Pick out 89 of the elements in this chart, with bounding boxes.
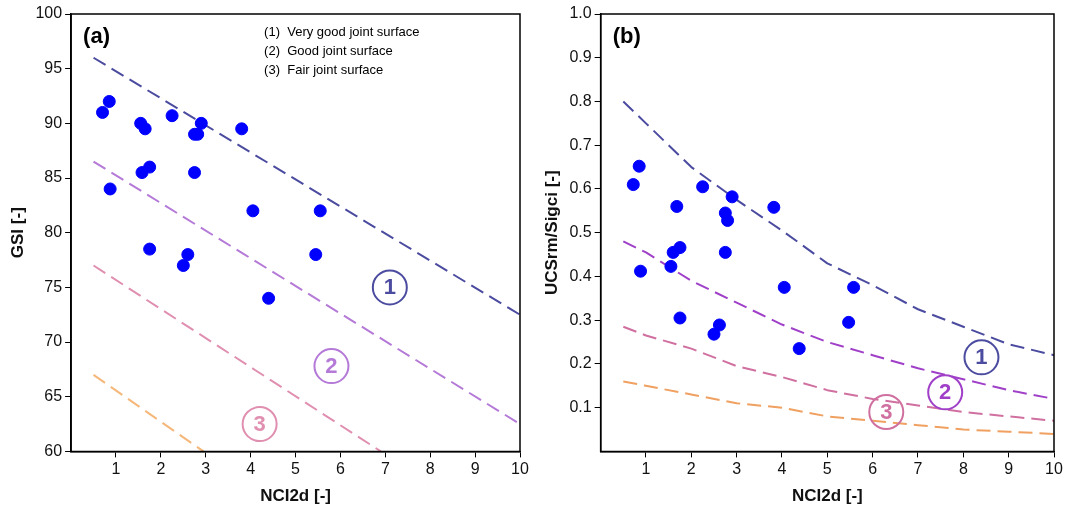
x-tick-label: 7 xyxy=(380,460,390,478)
point xyxy=(309,248,323,262)
x-tick-label: 6 xyxy=(335,460,345,478)
point xyxy=(725,190,739,204)
x-tick-label: 7 xyxy=(913,460,923,478)
x-tick-label: 10 xyxy=(511,460,529,478)
x-axis-title: NCI2d [-] xyxy=(260,486,331,506)
point xyxy=(842,315,856,329)
y-tick-label: 65 xyxy=(44,387,63,405)
y-tick-label: 90 xyxy=(44,113,63,131)
y-tick-label: 0.6 xyxy=(569,179,592,197)
point xyxy=(673,241,687,255)
y-tick-label: 95 xyxy=(44,59,63,77)
point xyxy=(313,204,327,218)
point xyxy=(712,318,726,332)
y-tick-label: 1.0 xyxy=(569,4,592,22)
y-tick-label: 60 xyxy=(44,441,63,459)
x-tick-label: 4 xyxy=(777,460,787,478)
y-tick-label: 80 xyxy=(44,223,63,241)
annotation: 3 xyxy=(880,399,893,425)
point xyxy=(707,327,721,341)
y-tick-label: 0.5 xyxy=(569,223,592,241)
x-tick-label: 2 xyxy=(686,460,696,478)
annotation: 1 xyxy=(975,344,988,370)
point xyxy=(696,180,710,194)
y-tick-label: 0.8 xyxy=(569,91,592,109)
point xyxy=(626,178,640,192)
point xyxy=(721,213,735,227)
point xyxy=(103,182,117,196)
x-tick-label: 2 xyxy=(156,460,166,478)
y-tick-label: 0.9 xyxy=(569,48,592,66)
annotation: (2) Good joint surface xyxy=(264,43,393,59)
chart-title: (a) xyxy=(83,23,110,49)
y-tick-label: 0.4 xyxy=(569,266,592,284)
x-tick-label: 4 xyxy=(246,460,256,478)
x-tick-label: 5 xyxy=(291,460,301,478)
point xyxy=(664,259,678,273)
x-tick-label: 6 xyxy=(868,460,878,478)
x-tick-label: 3 xyxy=(732,460,742,478)
point xyxy=(143,242,157,256)
y-tick-label: 85 xyxy=(44,168,63,186)
x-tick-label: 5 xyxy=(822,460,832,478)
point xyxy=(188,166,202,180)
x-tick-label: 1 xyxy=(111,460,121,478)
point xyxy=(176,259,190,273)
annotation: 2 xyxy=(939,379,952,405)
x-tick-label: 9 xyxy=(470,460,480,478)
y-tick-label: 0.2 xyxy=(569,354,592,372)
x-tick-label: 1 xyxy=(641,460,651,478)
y-tick-label: 70 xyxy=(44,332,63,350)
y-axis-title: GSI [-] xyxy=(7,207,27,259)
point xyxy=(138,122,152,136)
x-axis-title: NCI2d [-] xyxy=(791,486,863,506)
y-tick-label: 75 xyxy=(44,277,63,295)
y-tick-label: 0.1 xyxy=(569,398,592,416)
y-tick-label: 0.7 xyxy=(569,135,592,153)
annotation: (3) Fair joint surface xyxy=(264,62,384,78)
point xyxy=(181,248,195,262)
annotation: (1) Very good joint surface xyxy=(264,24,420,40)
line-series xyxy=(622,380,1054,435)
point xyxy=(718,245,732,259)
x-tick-label: 8 xyxy=(425,460,435,478)
y-tick-label: 0.3 xyxy=(569,310,592,328)
point xyxy=(262,291,276,305)
point xyxy=(792,342,806,356)
y-tick-label: 100 xyxy=(35,4,63,22)
point xyxy=(632,159,646,173)
annotation: 2 xyxy=(325,353,338,379)
point xyxy=(847,280,861,294)
point xyxy=(767,200,781,214)
point xyxy=(777,280,791,294)
point xyxy=(673,311,687,325)
point xyxy=(194,116,208,130)
x-tick-label: 9 xyxy=(1004,460,1014,478)
x-tick-label: 10 xyxy=(1045,460,1063,478)
point xyxy=(102,94,116,108)
point xyxy=(235,122,249,136)
annotation: 1 xyxy=(383,274,396,300)
point xyxy=(165,109,179,123)
annotation: 3 xyxy=(253,411,266,437)
point xyxy=(670,199,684,213)
y-axis-title: UCSrm/Sigci [-] xyxy=(541,170,561,296)
x-tick-label: 8 xyxy=(958,460,968,478)
point xyxy=(96,105,110,119)
point xyxy=(143,160,157,174)
chart-title: (b) xyxy=(612,23,641,49)
x-tick-label: 3 xyxy=(201,460,211,478)
point xyxy=(246,204,260,218)
point xyxy=(634,264,648,278)
